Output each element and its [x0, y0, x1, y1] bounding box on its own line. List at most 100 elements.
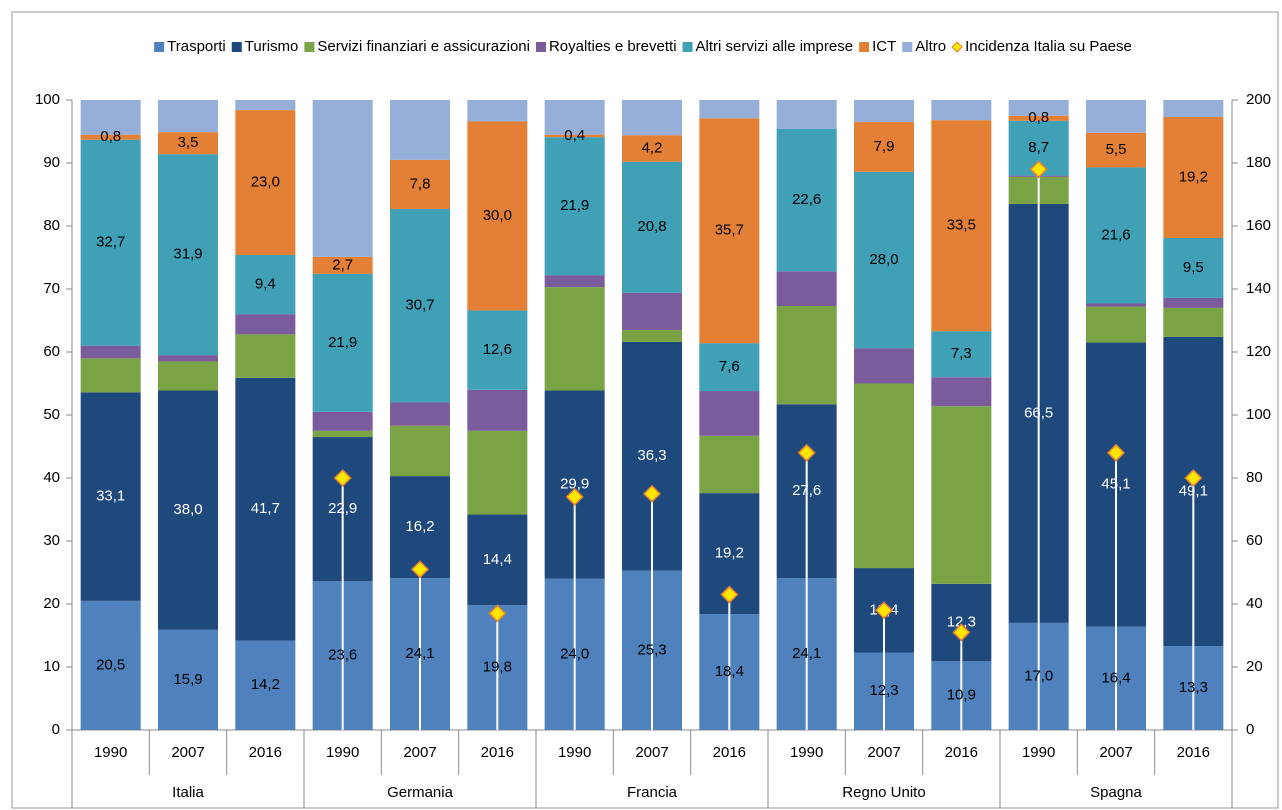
- bar-segment: [931, 406, 992, 584]
- legend-label: Turismo: [245, 38, 299, 55]
- bar-segment: [467, 100, 528, 122]
- y2-tick-label: 0: [1246, 721, 1254, 738]
- x-tick-label: 2007: [635, 744, 668, 761]
- legend-swatch: [154, 42, 165, 52]
- data-label: 23,6: [328, 647, 357, 664]
- data-label: 19,8: [483, 659, 512, 676]
- bar-segment: [776, 306, 837, 405]
- diamond-marker: [488, 604, 507, 623]
- y2-tick-label: 80: [1246, 469, 1263, 486]
- data-label: 30,0: [483, 207, 512, 224]
- data-label: 49,1: [1179, 483, 1208, 500]
- bar-segment: [158, 390, 218, 630]
- bar-segment: [235, 377, 296, 641]
- data-label: 31,9: [173, 246, 202, 263]
- diamond-marker: [1106, 443, 1126, 462]
- data-label: 29,9: [560, 476, 589, 493]
- bar-segment: [1163, 100, 1224, 118]
- bar-segment: [235, 100, 296, 111]
- bar-segment: [467, 514, 528, 606]
- bar-segment: [622, 161, 682, 293]
- data-label: 21,9: [560, 197, 589, 214]
- data-label: 7,6: [719, 358, 740, 375]
- y2-tick-label: 40: [1246, 595, 1263, 612]
- group-label: Regno Unito: [842, 784, 925, 801]
- data-label: 8,7: [1028, 139, 1049, 156]
- data-label: 4,2: [642, 139, 663, 156]
- bar-segment: [312, 411, 373, 431]
- bar-segment: [544, 275, 605, 288]
- diamond-marker: [874, 601, 894, 620]
- bar-segment: [80, 134, 141, 140]
- data-label: 27,6: [792, 482, 821, 499]
- bar-segment: [312, 430, 373, 438]
- x-tick-label: 2007: [171, 744, 204, 761]
- data-label: 21,9: [328, 334, 357, 351]
- y2-tick-label: 160: [1246, 217, 1271, 234]
- data-label: 24,1: [792, 645, 821, 662]
- y2-tick-label: 20: [1246, 658, 1263, 675]
- data-label: 20,5: [96, 656, 125, 673]
- bar-segment: [390, 100, 450, 160]
- y-tick-label: 10: [43, 658, 60, 675]
- bar-segment: [80, 345, 141, 359]
- data-label: 30,7: [405, 297, 434, 314]
- data-label: 7,9: [874, 138, 895, 155]
- data-label: 3,5: [178, 134, 199, 151]
- bar-segment: [467, 121, 528, 311]
- data-label: 28,0: [869, 251, 898, 268]
- bar-segment: [1008, 100, 1069, 116]
- data-label: 12,3: [947, 614, 976, 631]
- y2-tick-label: 180: [1246, 154, 1271, 171]
- bar-segment: [544, 100, 605, 135]
- x-tick-label: 1990: [790, 744, 823, 761]
- bar-segment: [158, 132, 218, 155]
- bar-segment: [80, 100, 141, 135]
- bar-segment: [1086, 100, 1146, 133]
- bar-segment: [1086, 132, 1146, 168]
- x-tick-label: 1990: [326, 744, 359, 761]
- data-label: 15,9: [173, 671, 202, 688]
- y-tick-label: 70: [43, 280, 60, 297]
- y2-tick-label: 60: [1246, 532, 1263, 549]
- data-label: 7,3: [951, 345, 972, 362]
- y-tick-label: 0: [52, 721, 60, 738]
- legend: Trasporti Turismo Servizi finanziari e ass…: [154, 38, 1132, 55]
- bar-segment: [854, 383, 914, 569]
- bar-segment: [158, 355, 218, 362]
- y2-tick-label: 200: [1246, 91, 1271, 108]
- y-tick-label: 40: [43, 469, 60, 486]
- diamond-marker: [1184, 468, 1203, 488]
- data-label: 14,4: [483, 551, 512, 568]
- diamond-marker: [410, 560, 430, 579]
- data-label: 0,8: [100, 128, 121, 145]
- bar-segment: [854, 171, 914, 349]
- x-tick-label: 2007: [1099, 744, 1132, 761]
- legend-swatch: [902, 42, 913, 52]
- bar-segment: [776, 271, 837, 307]
- y2-tick-label: 100: [1246, 406, 1271, 423]
- data-label: 21,6: [1101, 226, 1130, 243]
- x-tick-label: 1990: [94, 744, 127, 761]
- bar-segment: [390, 402, 450, 426]
- data-label: 22,6: [792, 191, 821, 208]
- x-tick-label: 2016: [713, 744, 746, 761]
- bar-segment: [390, 208, 450, 403]
- legend-swatch: [535, 42, 546, 52]
- y-tick-label: 60: [43, 343, 60, 360]
- data-label: 20,8: [637, 218, 666, 235]
- data-label: 23,0: [251, 173, 280, 190]
- x-tick-label: 2016: [945, 744, 978, 761]
- bar-segment: [158, 154, 218, 356]
- bar-segment: [1086, 306, 1146, 343]
- bar-segment: [80, 139, 141, 346]
- legend-label: Servizi finanziari e assicurazioni: [317, 38, 530, 55]
- legend-label: Royalties e brevetti: [549, 38, 677, 55]
- data-label: 25,3: [637, 641, 666, 658]
- bar-segment: [235, 640, 296, 730]
- bar-segment: [544, 137, 605, 276]
- legend-label: Incidenza Italia su Paese: [965, 38, 1132, 55]
- x-tick-label: 1990: [1022, 744, 1055, 761]
- group-label: Spagna: [1090, 784, 1142, 801]
